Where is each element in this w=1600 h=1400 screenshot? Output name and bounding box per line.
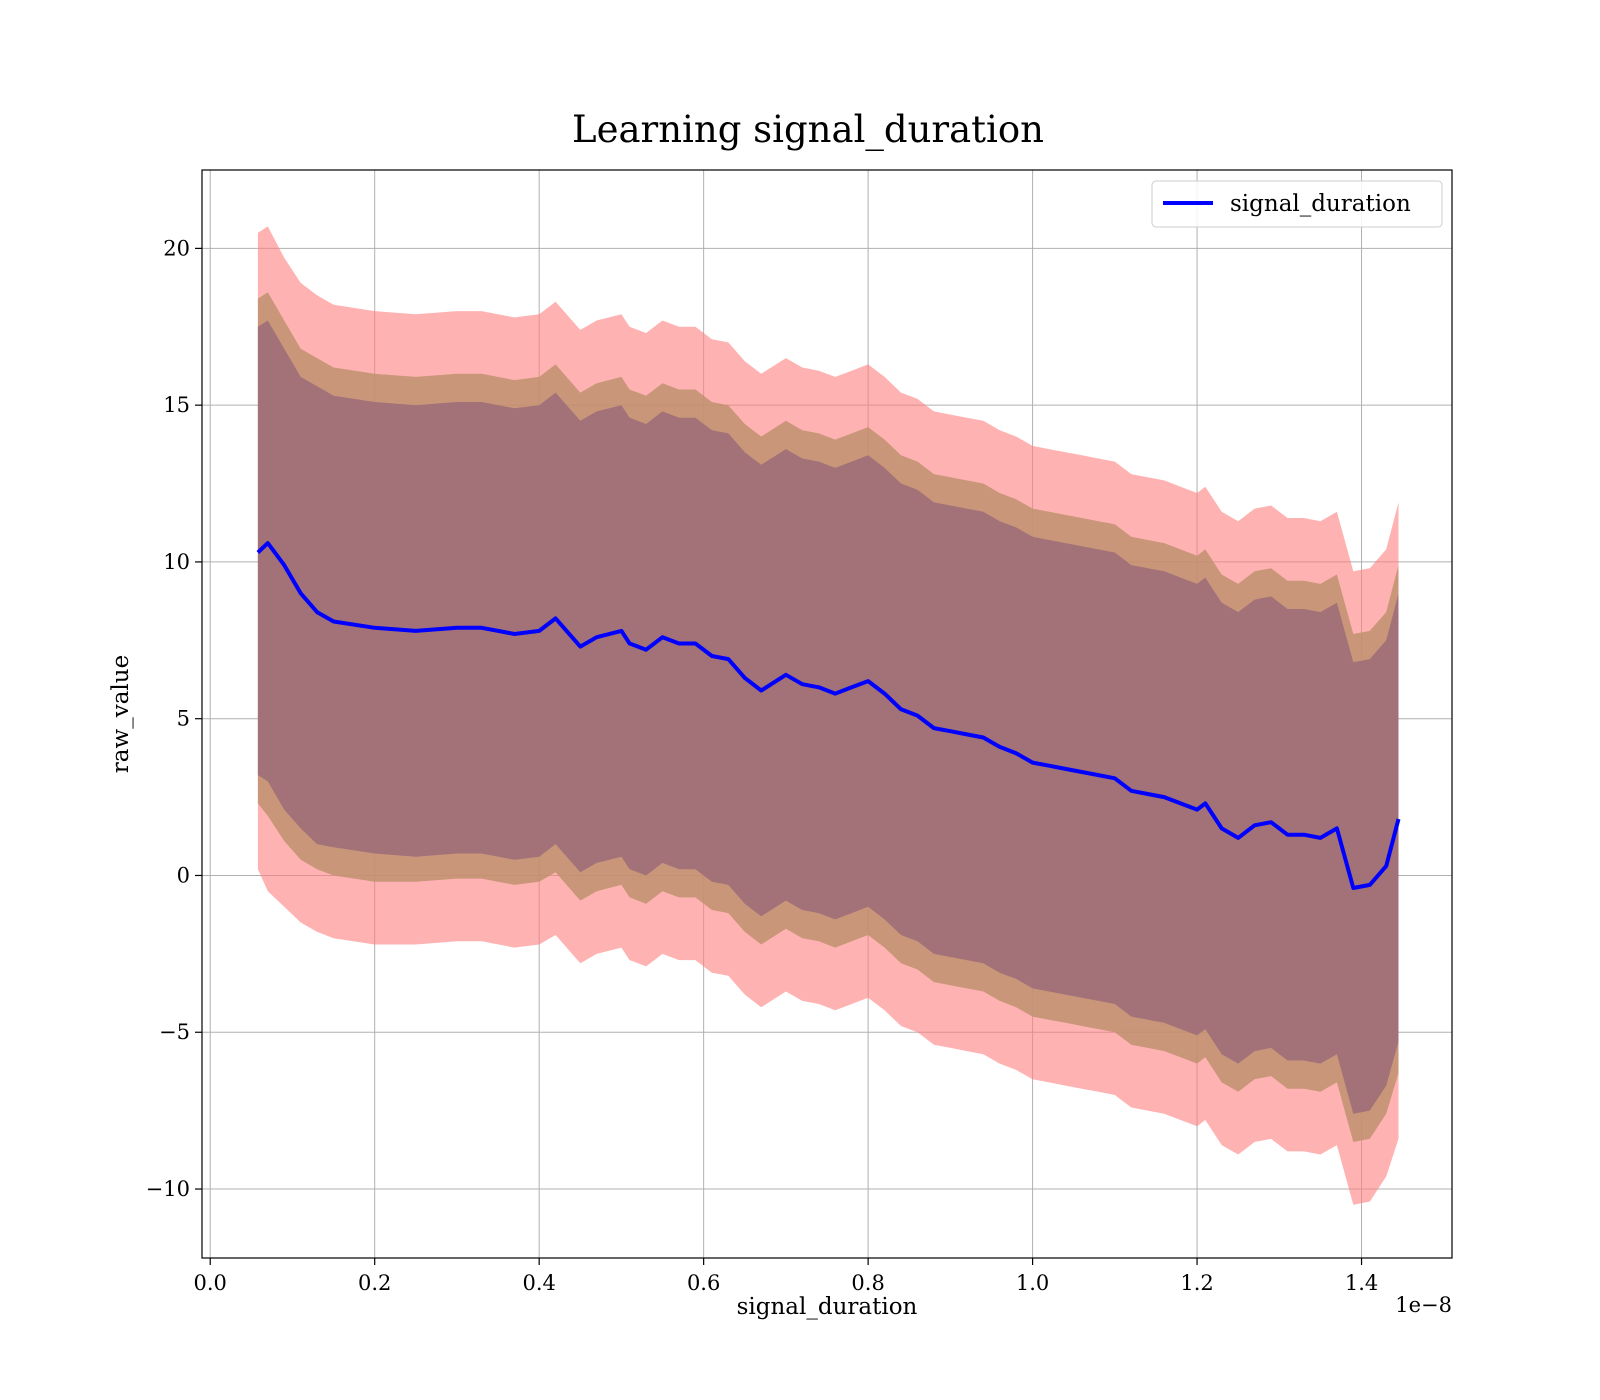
y-tick-label: 20	[163, 236, 190, 260]
x-tick-label: 0.6	[687, 1271, 720, 1295]
y-tick-label: 10	[163, 550, 190, 574]
legend-label: signal_duration	[1230, 191, 1411, 217]
x-tick-label: 0.0	[194, 1271, 227, 1295]
chart-title: Learning signal_duration	[572, 108, 1044, 152]
y-tick-label: 0	[177, 863, 190, 887]
y-tick-label: 5	[177, 707, 190, 731]
x-tick-label: 1.0	[1016, 1271, 1049, 1295]
legend-box	[1151, 180, 1443, 228]
x-tick-label: 0.2	[358, 1271, 391, 1295]
series-line-signal_duration	[256, 541, 1401, 890]
x-tick-label: 0.4	[522, 1271, 555, 1295]
series-lines	[256, 541, 1401, 890]
y-tick-label: 15	[163, 393, 190, 417]
y-axis-label: raw_value	[108, 655, 134, 773]
y-tick-label: −10	[146, 1177, 190, 1201]
confidence-bands	[257, 226, 1399, 1205]
x-tick-label: 1.2	[1180, 1271, 1213, 1295]
x-axis-label: signal_duration	[737, 1294, 918, 1320]
legend: signal_duration	[1151, 180, 1443, 228]
x-axis-offset-text: 1e−8	[1395, 1293, 1452, 1317]
plot-area	[201, 169, 1453, 1259]
plot-frame	[201, 169, 1453, 1259]
y-tick-label: −5	[159, 1020, 190, 1044]
x-tick-label: 0.8	[851, 1271, 884, 1295]
x-axis-ticks: 0.0 0.2 0.4 0.6 0.8 1.0 1.2 1.4	[194, 1258, 1378, 1295]
y-axis-ticks: −10 −5 0 5 10 15 20	[146, 236, 202, 1201]
inner-band	[257, 320, 1399, 1114]
x-tick-label: 1.4	[1345, 1271, 1378, 1295]
